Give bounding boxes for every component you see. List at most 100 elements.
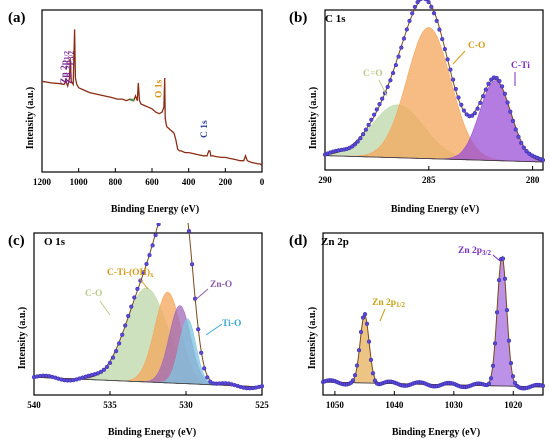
- raw-data-point: [390, 70, 396, 76]
- raw-data-point: [502, 91, 507, 96]
- raw-data-point: [453, 86, 458, 92]
- raw-data-point: [434, 18, 439, 23]
- x-tick-label: 1000: [70, 177, 89, 187]
- raw-data-point: [540, 383, 546, 388]
- raw-data-point: [459, 102, 464, 107]
- x-axis-label: Binding Energy (eV): [391, 204, 479, 215]
- raw-data-point: [540, 158, 546, 163]
- raw-data-point: [144, 261, 149, 267]
- x-tick-label: 540: [27, 400, 41, 410]
- x-tick-label: 1200: [33, 177, 52, 187]
- raw-data-point: [426, 0, 431, 5]
- peak-annotation: Zn 2p1/2: [60, 51, 71, 84]
- plot-frame: [33, 232, 263, 396]
- raw-data-point: [190, 262, 195, 267]
- component-label: C-Ti: [511, 61, 530, 71]
- raw-data-point: [418, 0, 423, 2]
- x-tick-label: 525: [255, 400, 269, 410]
- plot-frame: [322, 232, 544, 396]
- raw-data-point: [513, 127, 518, 132]
- raw-data-point: [510, 374, 516, 379]
- raw-data-point: [412, 4, 417, 9]
- raw-data-point: [363, 127, 368, 132]
- c1s-spectrum-chart: (b) C 1s 290 285 280 C=O C-O C-Ti Binding En…: [289, 0, 546, 215]
- raw-data-point: [358, 136, 363, 141]
- survey-series-line: [41, 29, 263, 166]
- raw-data-point: [360, 315, 366, 320]
- raw-data-point: [486, 381, 492, 386]
- raw-data-point: [356, 348, 362, 353]
- raw-data-point: [150, 243, 155, 248]
- raw-data-point: [366, 122, 371, 127]
- raw-data-point: [360, 132, 366, 137]
- fit-component-zn-2p3-2: [322, 256, 543, 388]
- x-tick-label: 600: [145, 177, 159, 187]
- raw-data-point: [352, 373, 358, 378]
- panel-title: Zn 2p: [321, 236, 349, 248]
- raw-data-point: [350, 378, 356, 383]
- label-pointer: [452, 50, 466, 65]
- x-axis-label: Binding Energy (eV): [111, 204, 199, 215]
- raw-data-point: [508, 109, 513, 114]
- label-pointer: [379, 308, 386, 322]
- raw-data-point: [364, 321, 370, 326]
- raw-data-point: [380, 96, 385, 101]
- raw-data-point: [101, 367, 106, 372]
- raw-data-point: [475, 106, 480, 111]
- raw-data-point: [186, 229, 192, 234]
- raw-data-point: [407, 18, 412, 23]
- x-tick-label: 1020: [504, 400, 523, 410]
- raw-data-point: [388, 78, 393, 83]
- raw-data-point: [429, 4, 434, 9]
- raw-data-point: [461, 108, 467, 113]
- o1s-spectrum-chart: (c) O 1s 540 535 530 525 C-O C-Ti-(OH)x Zn-O T…: [8, 223, 269, 438]
- component-label: C=O: [363, 69, 383, 79]
- x-tick-label: 530: [179, 400, 193, 410]
- raw-data-point: [393, 62, 398, 68]
- raw-data-point: [442, 46, 447, 52]
- peak-annotation: C 1s: [200, 120, 210, 138]
- raw-data-point: [492, 341, 498, 346]
- label-pointer: [139, 278, 149, 290]
- x-axis-label: Binding Energy (eV): [392, 427, 480, 438]
- raw-data-point: [374, 107, 379, 112]
- raw-data-point: [470, 113, 475, 118]
- label-pointer: [193, 288, 209, 302]
- raw-data-point: [129, 304, 134, 309]
- raw-data-point: [399, 45, 404, 50]
- raw-data-point: [355, 139, 360, 144]
- peak-annotation: O 1s: [155, 79, 165, 98]
- raw-data-point: [98, 369, 103, 374]
- raw-data-point: [135, 286, 140, 291]
- raw-data-point: [502, 276, 508, 281]
- y-axis-label: Intensity (a.u.): [17, 307, 28, 370]
- panel-letter: (b): [289, 10, 307, 26]
- raw-data-point: [478, 100, 483, 105]
- raw-data-point: [490, 363, 496, 368]
- raw-data-point: [396, 54, 401, 59]
- raw-data-point: [504, 307, 510, 313]
- raw-data-point: [483, 87, 488, 92]
- raw-data-point: [123, 323, 128, 328]
- raw-data-point: [423, 0, 428, 2]
- raw-data-point: [494, 75, 499, 81]
- raw-data-point: [506, 338, 512, 343]
- raw-data-point: [410, 11, 415, 16]
- raw-data-point: [107, 360, 113, 365]
- x-tick-label: 1040: [385, 400, 404, 410]
- raw-data-point: [199, 350, 204, 355]
- component-label: Zn-O: [210, 280, 232, 290]
- raw-data-point: [519, 140, 524, 145]
- label-pointer: [205, 323, 223, 336]
- raw-data-point: [196, 327, 201, 332]
- raw-data-point: [366, 339, 372, 344]
- component-label: C-Ti-(OH)x: [107, 267, 154, 279]
- raw-data-point: [205, 375, 210, 380]
- survey-marker: [130, 98, 133, 102]
- raw-data-point: [512, 380, 518, 385]
- panel-b: (b) C 1s 290 285 280 C=O C-O C-Ti Binding En…: [275, 0, 550, 223]
- raw-data-point: [448, 67, 453, 72]
- raw-data-point: [352, 142, 358, 147]
- raw-data-point: [358, 329, 364, 335]
- raw-data-point: [451, 77, 456, 82]
